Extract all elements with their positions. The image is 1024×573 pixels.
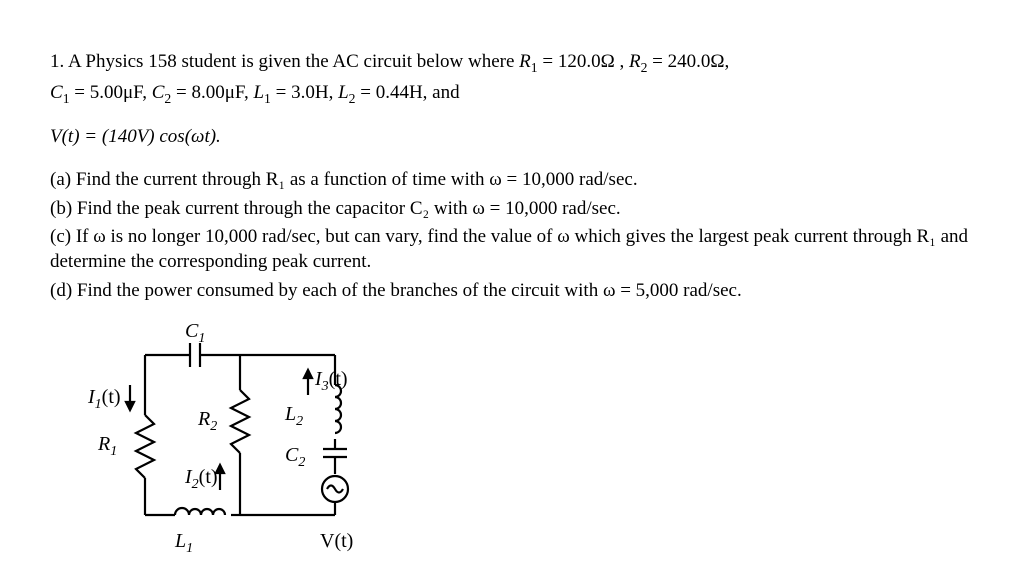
l2-val: = 0.44H, and [356, 82, 460, 103]
part-d: (d) Find the power consumed by each of t… [50, 279, 974, 304]
intro-text: 1. A Physics 158 student is given the AC… [50, 51, 519, 72]
r2-symbol: R [629, 51, 641, 72]
problem-statement: 1. A Physics 158 student is given the AC… [50, 50, 974, 303]
l2-sub: 2 [349, 90, 356, 105]
svg-text:R1: R1 [97, 433, 117, 459]
c1-symbol: C [50, 82, 63, 103]
part-b: (b) Find the peak current through the ca… [50, 197, 974, 222]
svg-text:V(t): V(t) [320, 530, 353, 552]
l1-val: = 3.0H, [271, 82, 338, 103]
l2-symbol: L [338, 82, 349, 103]
c2-val: = 8.00μF, [171, 82, 253, 103]
svg-text:I1(t): I1(t) [87, 386, 121, 412]
svg-text:C2: C2 [285, 444, 305, 470]
svg-text:L2: L2 [284, 403, 303, 429]
part-c: (c) If ω is no longer 10,000 rad/sec, bu… [50, 225, 974, 274]
l1-symbol: L [253, 82, 264, 103]
voltage-expr: V(t) = (140V) cos(ωt). [50, 125, 974, 150]
circuit-diagram: C1 R1 I1(t) L1 R2 I2(t) L2 C2 V(t) I3(t) [80, 315, 974, 573]
r1-val: = 120.0Ω , [538, 51, 629, 72]
svg-text:I3(t): I3(t) [314, 368, 348, 394]
svg-text:R2: R2 [197, 408, 217, 434]
svg-text:L1: L1 [174, 530, 193, 556]
intro-line-1: 1. A Physics 158 student is given the AC… [50, 50, 974, 77]
c2-symbol: C [152, 82, 165, 103]
svg-text:C1: C1 [185, 320, 205, 346]
c1-sub: 1 [63, 90, 70, 105]
l1-sub: 1 [264, 90, 271, 105]
svg-text:I2(t): I2(t) [184, 466, 218, 492]
r1-sub: 1 [531, 60, 538, 75]
c1-val: = 5.00μF, [70, 82, 152, 103]
intro-line-2: C1 = 5.00μF, C2 = 8.00μF, L1 = 3.0H, L2 … [50, 81, 974, 108]
r1-symbol: R [519, 51, 531, 72]
part-a: (a) Find the current through R₁ as a fun… [50, 168, 974, 193]
r2-val: = 240.0Ω, [647, 51, 729, 72]
